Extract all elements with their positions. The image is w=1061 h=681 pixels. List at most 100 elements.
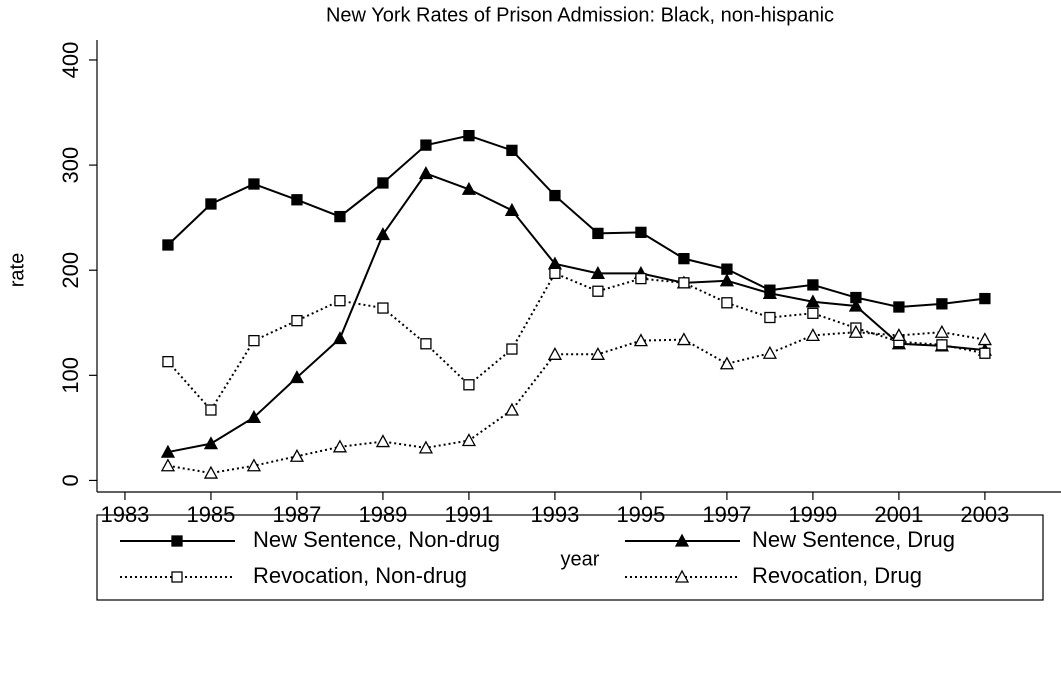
legend-box — [96, 514, 1044, 601]
x-axis-label: year — [561, 548, 600, 570]
point — [547, 346, 563, 360]
series-line — [167, 134, 986, 309]
legend-marker — [171, 535, 183, 547]
point — [291, 315, 303, 327]
x-tick-label: 2001 — [874, 502, 923, 527]
point — [205, 404, 217, 416]
y-tick-label: 400 — [58, 42, 83, 79]
legend-label: New Sentence, Non-drug — [253, 527, 500, 552]
x-tick-label: 1999 — [788, 502, 837, 527]
point — [332, 331, 348, 345]
point — [162, 239, 174, 251]
point — [848, 298, 863, 312]
point — [377, 177, 389, 189]
point — [246, 410, 262, 424]
point — [979, 292, 991, 305]
point — [420, 139, 432, 151]
point — [420, 338, 432, 350]
point — [463, 130, 475, 142]
legend-marker — [674, 569, 690, 583]
point — [807, 307, 819, 319]
series-line — [167, 272, 986, 412]
legend-label: New Sentence, Drug — [752, 527, 955, 552]
point — [590, 346, 606, 360]
point — [893, 301, 905, 313]
point — [633, 333, 649, 347]
point — [592, 285, 604, 297]
point — [764, 311, 776, 324]
point — [721, 263, 733, 275]
point — [805, 328, 821, 342]
x-tick-label: 1989 — [358, 502, 407, 527]
point — [506, 144, 518, 157]
point — [936, 339, 948, 351]
y-tick-label: 100 — [58, 357, 83, 394]
series-line — [167, 172, 985, 454]
point — [721, 297, 733, 309]
point — [678, 252, 690, 265]
point — [549, 267, 561, 280]
point — [160, 458, 176, 472]
point — [504, 402, 520, 416]
point — [248, 334, 260, 347]
point — [506, 343, 518, 355]
legend-marker — [171, 571, 183, 583]
point — [160, 444, 176, 458]
point — [549, 189, 561, 202]
chart-title: New York Rates of Prison Admission: Blac… — [326, 4, 834, 26]
y-axis-label: rate — [6, 253, 28, 287]
y-tick-label: 0 — [58, 474, 83, 486]
point — [289, 448, 305, 462]
point — [203, 465, 219, 479]
point — [590, 266, 606, 280]
series-line — [167, 331, 986, 475]
point — [891, 328, 906, 342]
point — [162, 356, 174, 368]
legend-label: Revocation, Non-drug — [253, 563, 467, 588]
point — [289, 370, 305, 384]
point — [461, 181, 477, 195]
point — [375, 227, 391, 241]
x-tick-label: 1993 — [530, 502, 579, 527]
y-tick-label: 300 — [58, 147, 83, 184]
point — [248, 178, 260, 190]
point — [418, 440, 434, 454]
x-tick-label: 1983 — [100, 502, 149, 527]
point — [504, 202, 520, 216]
point — [418, 166, 434, 180]
point — [291, 194, 303, 206]
point — [375, 434, 391, 448]
point — [461, 433, 477, 447]
point — [979, 347, 991, 359]
point — [934, 324, 949, 338]
x-tick-label: 1987 — [272, 502, 321, 527]
point — [377, 302, 389, 314]
point — [635, 226, 647, 239]
point — [678, 277, 690, 289]
point — [334, 210, 346, 223]
point — [762, 285, 778, 299]
point — [936, 298, 948, 310]
x-tick-label: 1995 — [616, 502, 665, 527]
point — [719, 356, 735, 370]
point — [807, 279, 819, 291]
x-tick-label: 1985 — [186, 502, 235, 527]
point — [205, 198, 217, 210]
x-tick-label: 1991 — [444, 502, 493, 527]
legend-label: Revocation, Drug — [752, 563, 922, 588]
point — [719, 273, 735, 287]
point — [463, 379, 475, 391]
point — [203, 436, 219, 450]
x-tick-label: 2003 — [960, 502, 1009, 527]
y-tick-label: 200 — [58, 252, 83, 289]
point — [848, 324, 863, 338]
point — [762, 345, 778, 359]
point — [592, 227, 604, 240]
point — [805, 294, 821, 308]
point — [977, 332, 992, 346]
legend-marker — [674, 533, 690, 547]
point — [635, 272, 647, 285]
point — [332, 439, 348, 453]
